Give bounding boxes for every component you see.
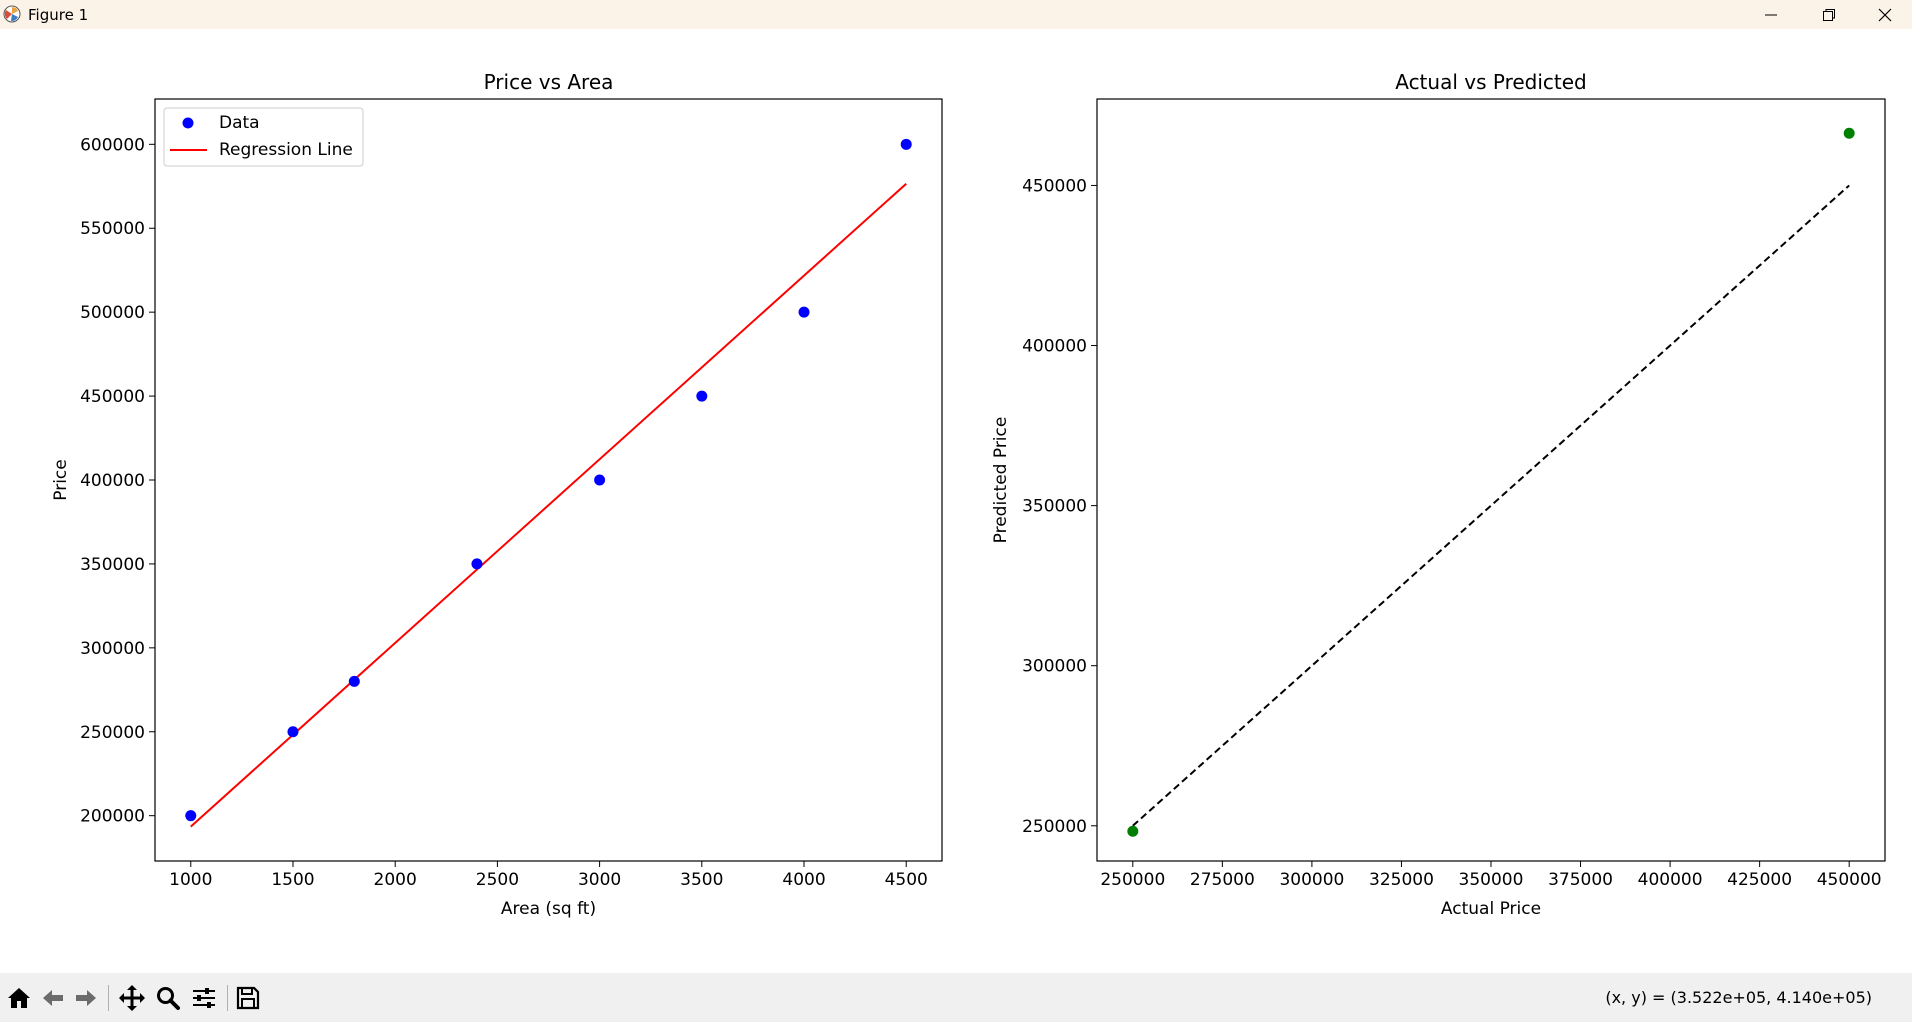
x-tick-label: 450000 [1817,870,1882,890]
x-tick-label: 3000 [578,870,621,890]
pan-button[interactable] [117,983,147,1013]
figure-svg: Price vs Area Area (sq ft) Price 1000 150… [51,70,1886,919]
x-tick-label: 425000 [1727,870,1792,890]
y-tick-label: 300000 [80,639,145,659]
x-tick-label: 4000 [782,870,825,890]
x-tick-label: 375000 [1548,870,1613,890]
y-tick-label: 600000 [80,135,145,155]
reference-line [1132,184,1850,827]
axes-frame [154,98,943,862]
y-tick-label: 250000 [1022,817,1087,837]
x-axis-label: Area (sq ft) [501,899,596,919]
figure-canvas[interactable]: Price vs Area Area (sq ft) Price 1000 150… [0,29,1912,973]
forward-icon [76,990,96,1006]
x-tick-label: 1500 [271,870,314,890]
axes-frame [1096,98,1886,862]
y-tick-label: 450000 [80,387,145,407]
x-tick-label: 3500 [680,870,723,890]
x-tick-label: 400000 [1638,870,1703,890]
toolbar-separator [227,985,228,1011]
back-button[interactable] [38,983,68,1013]
configure-subplots-button[interactable] [189,983,219,1013]
x-tick-label: 2000 [374,870,417,890]
y-tick-label: 300000 [1022,657,1087,677]
back-icon [43,990,63,1006]
y-tick-label: 500000 [80,303,145,323]
x-tick-label: 2500 [476,870,519,890]
x-tick-label: 250000 [1100,870,1165,890]
zoom-icon [157,987,180,1010]
y-tick-label: 400000 [1022,337,1087,357]
close-icon [1878,8,1892,21]
x-tick-label: 4500 [885,870,928,890]
legend: Data Regression Line [163,107,364,167]
home-button[interactable] [4,983,34,1013]
data-point [1843,127,1855,139]
y-tick-label: 250000 [80,723,145,743]
x-tick-label: 300000 [1279,870,1344,890]
y-tick-label: 450000 [1022,176,1087,196]
data-point [1127,825,1139,837]
y-tick-label: 550000 [80,219,145,239]
zoom-button[interactable] [153,983,183,1013]
legend-marker-data [182,117,194,129]
legend-box [163,107,364,167]
chart-title: Actual vs Predicted [1395,70,1587,94]
y-axis-label: Predicted Price [991,417,1011,544]
x-tick-label: 1000 [169,870,212,890]
restore-icon [1823,8,1835,21]
configure-subplots-icon [193,988,215,1008]
regression-line [190,183,907,828]
x-tick-label: 350000 [1459,870,1524,890]
close-button[interactable] [1862,0,1908,29]
data-point [287,726,299,738]
x-tick-label: 275000 [1190,870,1255,890]
data-point [696,390,708,402]
minimize-icon [1765,14,1777,15]
pan-icon [119,985,145,1011]
y-tick-label: 200000 [80,807,145,827]
x-axis-label: Actual Price [1441,899,1541,919]
forward-button[interactable] [71,983,101,1013]
data-point [594,474,606,486]
data-point [798,306,810,318]
window-title: Figure 1 [28,6,89,24]
legend-label-regression: Regression Line [219,140,353,160]
y-axis-label: Price [51,459,71,500]
axes-actual-vs-predicted: Actual vs Predicted Actual Price Predict… [991,70,1886,919]
save-button[interactable] [233,983,263,1013]
home-icon [8,988,30,1008]
data-point [185,810,197,822]
legend-label-data: Data [219,113,260,133]
chart-title: Price vs Area [484,70,614,94]
y-tick-label: 400000 [80,471,145,491]
save-icon [236,986,260,1010]
x-tick-label: 325000 [1369,870,1434,890]
data-point [900,138,912,150]
restore-button[interactable] [1806,0,1852,29]
axes-price-vs-area: Price vs Area Area (sq ft) Price 1000 150… [51,70,943,919]
y-tick-label: 350000 [80,555,145,575]
cursor-coordinates: (x, y) = (3.522e+05, 4.140e+05) [1605,988,1872,1007]
matplotlib-logo-icon [3,5,21,23]
y-tick-label: 350000 [1022,497,1087,517]
navigation-toolbar: (x, y) = (3.522e+05, 4.140e+05) [0,973,1912,1022]
minimize-button[interactable] [1748,0,1794,29]
data-point [348,675,360,687]
title-bar: Figure 1 [0,0,1912,29]
toolbar-separator [108,985,109,1011]
data-point [471,558,483,570]
